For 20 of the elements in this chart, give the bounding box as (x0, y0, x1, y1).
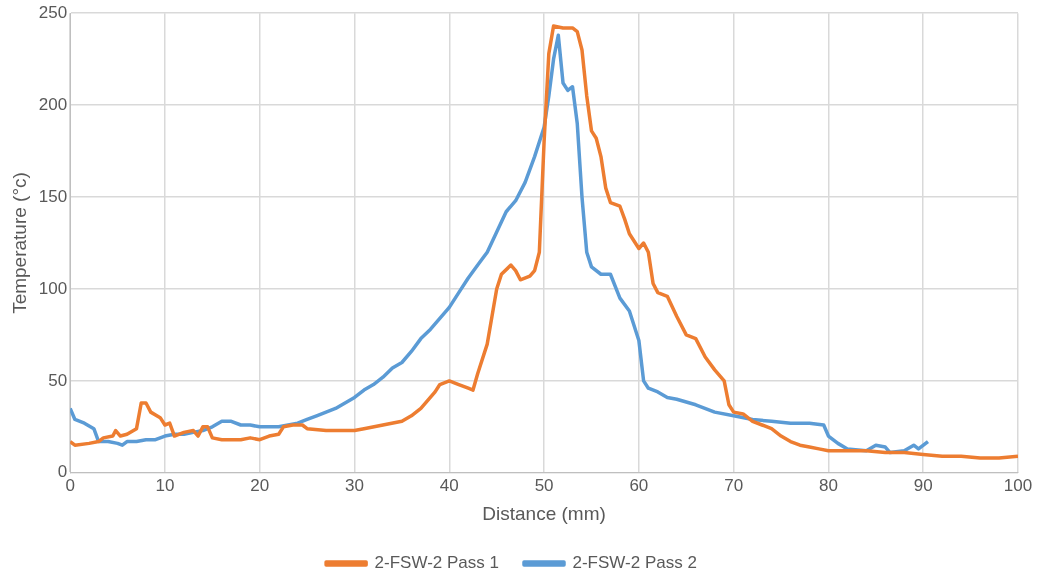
x-tick-label: 80 (818, 475, 838, 495)
x-tick-label: 70 (724, 475, 744, 495)
legend-label: 2-FSW-2 Pass 1 (374, 553, 499, 573)
x-tick-label: 10 (155, 475, 175, 495)
x-tick-label: 50 (534, 475, 554, 495)
y-tick-label: 50 (48, 370, 68, 390)
x-tick-label: 30 (345, 475, 364, 495)
x-tick-label: 20 (250, 475, 270, 495)
y-tick-label: 0 (57, 462, 68, 482)
y-tick-label: 150 (38, 186, 68, 206)
legend-label: 2-FSW-2 Pass 2 (572, 553, 697, 573)
y-axis-title: Temperature (°c) (8, 172, 30, 314)
x-axis-title: Distance (mm) (482, 502, 606, 524)
y-tick-label: 200 (38, 94, 68, 114)
y-tick-label: 100 (38, 278, 68, 298)
x-tick-label: 60 (629, 475, 649, 495)
x-tick-label: 40 (439, 475, 459, 495)
y-tick-label: 250 (38, 2, 68, 22)
x-tick-label: 100 (1003, 475, 1033, 495)
x-tick-label: 90 (913, 475, 933, 495)
